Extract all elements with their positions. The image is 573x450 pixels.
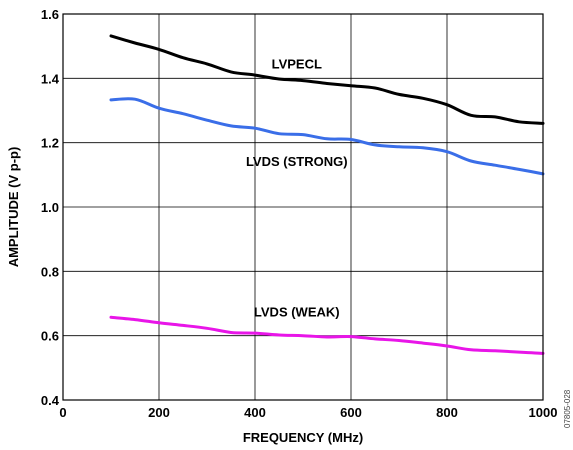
y-tick-label: 0.4 xyxy=(41,393,60,408)
y-axis-title: AMPLITUDE (V p-p) xyxy=(6,147,21,268)
x-tick-label: 1000 xyxy=(529,405,558,420)
y-tick-label: 1.0 xyxy=(41,200,59,215)
y-tick-label: 0.6 xyxy=(41,329,59,344)
series-line-lvds-weak xyxy=(109,315,545,355)
y-tick-label: 1.6 xyxy=(41,7,59,22)
y-tick-label: 1.4 xyxy=(41,71,60,86)
grid-lines xyxy=(63,14,543,400)
series-lines xyxy=(109,34,545,355)
y-tick-label: 0.8 xyxy=(41,264,59,279)
series-label-lvpecl: LVPECL xyxy=(272,57,322,72)
tick-labels: 0 200 400 600 800 1000 0.4 0.6 0.8 1.0 1.2 1.4 1.6 xyxy=(41,7,558,420)
figure-id: 07805-028 xyxy=(563,389,572,428)
y-tick-label: 1.2 xyxy=(41,136,59,151)
x-tick-label: 800 xyxy=(436,405,458,420)
series-line-lvds-strong xyxy=(109,97,545,176)
series-label-lvds-strong: LVDS (STRONG) xyxy=(246,154,348,169)
x-tick-label: 400 xyxy=(244,405,266,420)
x-tick-label: 200 xyxy=(148,405,170,420)
x-axis-title: FREQUENCY (MHz) xyxy=(243,430,363,445)
series-label-lvds-weak: LVDS (WEAK) xyxy=(254,304,340,319)
x-tick-label: 0 xyxy=(59,405,66,420)
series-line-lvpecl xyxy=(109,34,545,125)
x-tick-label: 600 xyxy=(340,405,362,420)
plot-frame xyxy=(62,13,544,401)
